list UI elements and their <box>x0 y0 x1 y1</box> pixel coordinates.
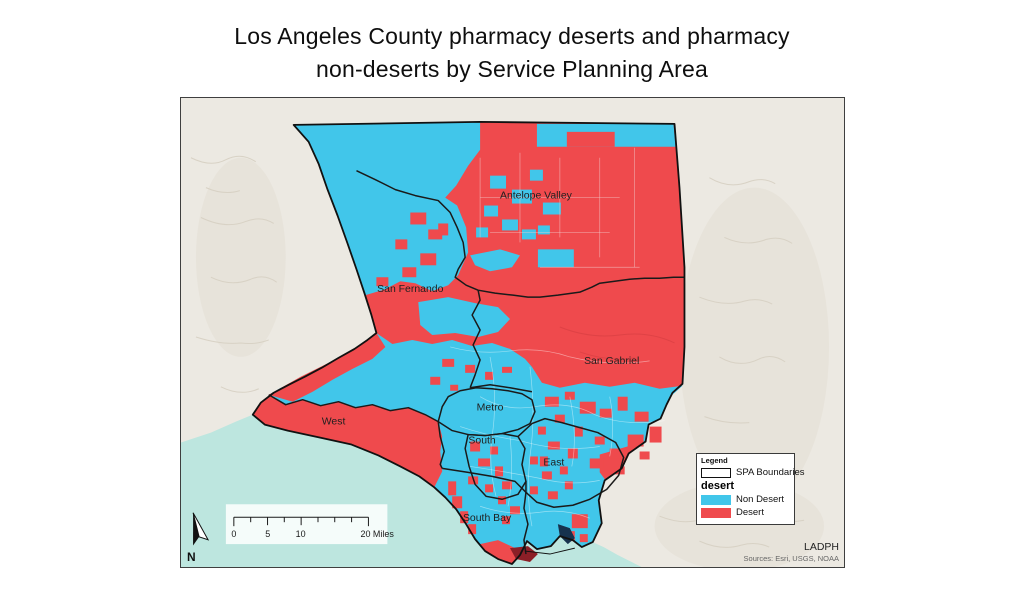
region-labels: Antelope Valley San Fernando San Gabriel… <box>322 191 640 525</box>
label-san-gabriel: San Gabriel <box>584 356 639 367</box>
scale-bar: 0 5 10 20 Miles <box>225 504 394 545</box>
non-desert-swatch <box>701 494 731 505</box>
label-south-bay: South Bay <box>463 513 512 524</box>
terrain-hillshade <box>190 155 830 567</box>
non-desert-label: Non Desert <box>736 494 785 505</box>
map-canvas: Antelope Valley San Fernando San Gabriel… <box>180 97 845 568</box>
label-south: South <box>468 436 496 447</box>
legend-row-desert: Desert <box>701 507 790 518</box>
sources-credit: Sources: Esri, USGS, NOAA <box>743 554 839 563</box>
county-outline <box>251 121 686 565</box>
label-west: West <box>322 417 346 428</box>
agency-credit: LADPH <box>803 541 839 553</box>
scale-20-miles: 20 Miles <box>360 529 394 539</box>
legend-row-spa-boundaries: SPA Boundaries <box>701 467 804 478</box>
figure-title: Los Angeles County pharmacy deserts and … <box>0 20 1024 87</box>
legend-row-non-desert: Non Desert <box>701 494 790 505</box>
label-metro: Metro <box>477 403 504 414</box>
map-svg: Antelope Valley San Fernando San Gabriel… <box>181 98 844 567</box>
scale-5: 5 <box>265 529 270 539</box>
scale-0: 0 <box>231 529 236 539</box>
map-legend: Legend SPA Boundaries desert Non Desert … <box>696 453 804 525</box>
north-arrow-label: N <box>187 550 196 564</box>
tract-boundaries <box>450 147 675 527</box>
label-antelope-valley: Antelope Valley <box>500 191 573 202</box>
north-arrow-icon <box>192 512 210 546</box>
title-line-1: Los Angeles County pharmacy deserts and … <box>234 23 790 49</box>
desert-swatch <box>701 507 731 518</box>
scale-10: 10 <box>296 529 306 539</box>
spa-boundaries-swatch <box>701 467 731 478</box>
desert-patches <box>268 131 662 565</box>
legend-title: Legend <box>701 456 728 465</box>
legend-group-desert: desert <box>701 480 735 492</box>
title-line-2: non-deserts by Service Planning Area <box>315 56 709 83</box>
desert-label: Desert <box>736 507 764 518</box>
spa-boundaries-label: SPA Boundaries <box>736 467 805 478</box>
spa-boundaries <box>268 170 685 555</box>
label-east: East <box>543 457 564 468</box>
map-credits: LADPH Sources: Esri, USGS, NOAA <box>744 541 839 563</box>
label-san-fernando: San Fernando <box>377 284 443 295</box>
